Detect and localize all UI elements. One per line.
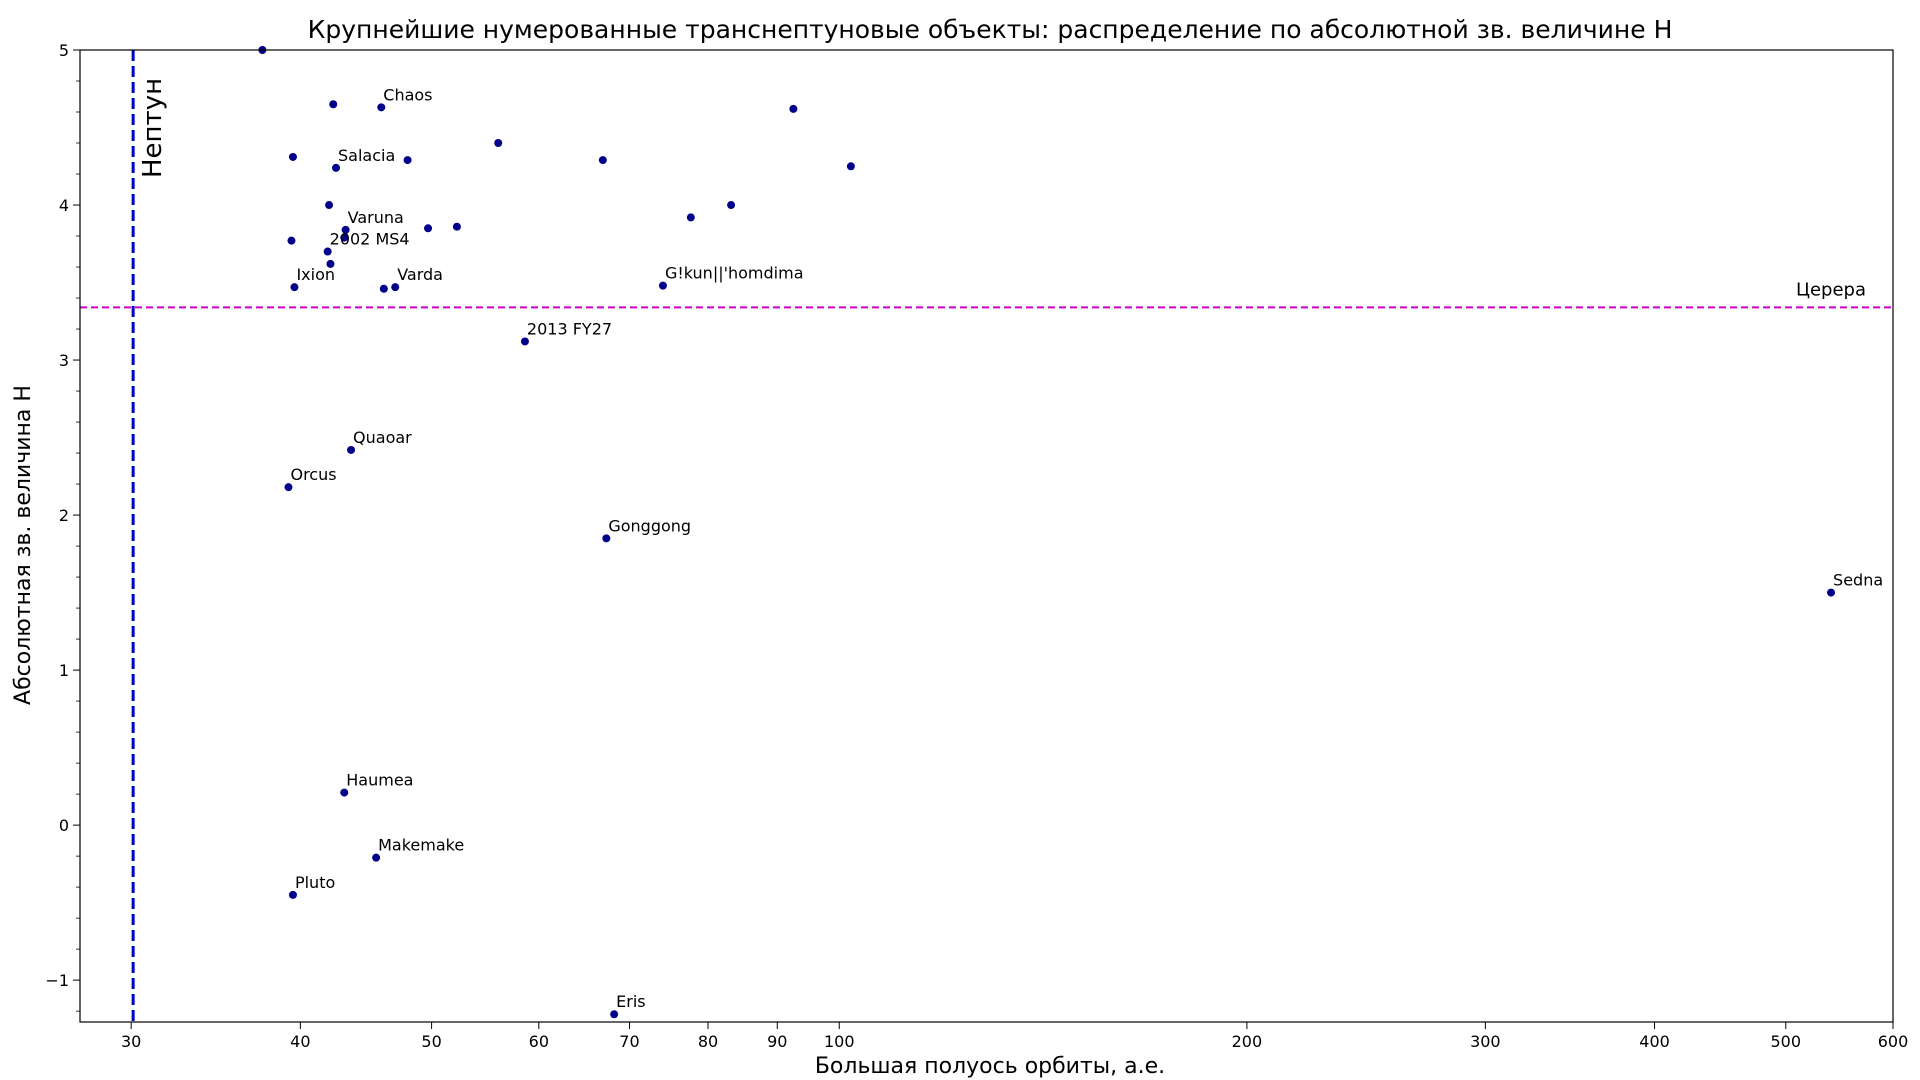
data-point-label: Eris [616,992,645,1011]
data-point [424,224,433,233]
plot-area: Нептун Церера Chaos Salacia Varuna 2002 MS4 Ix… [80,46,1893,1022]
neptune-reference-label: Нептун [138,78,168,178]
data-point [686,213,695,222]
x-tick-label: 80 [698,1032,718,1051]
data-point-label: Varuna [348,208,404,227]
x-tick-label: 300 [1470,1032,1501,1051]
data-point [846,162,855,171]
data-point [789,104,798,113]
data-point [284,483,293,492]
data-point [727,201,736,210]
data-point [1827,588,1836,597]
x-tick-label: 50 [421,1032,441,1051]
data-point-label: Gonggong [608,516,691,535]
y-axis-label: Абсолютная зв. величина H [11,385,36,705]
data-point-label: G!kun||'homdima [665,264,804,283]
data-point-label: Varda [397,265,443,284]
y-tick-label: 3 [59,351,69,370]
data-point [326,259,335,268]
data-point [372,853,381,862]
data-point-label: Ixion [296,265,335,284]
data-point [377,103,386,112]
data-point [340,788,349,797]
y-tick-label: 1 [59,661,69,680]
data-point [341,225,350,234]
data-point [290,283,299,292]
data-point-label: Sedna [1833,571,1883,590]
plot-frame [79,49,1894,1023]
data-point-label: Chaos [383,85,432,104]
data-point-label: 2002 MS4 [330,230,410,249]
y-tick-label: 2 [59,506,69,525]
x-tick-label: 100 [824,1032,855,1051]
x-tick-label: 70 [619,1032,639,1051]
data-point-label: Haumea [346,771,413,790]
x-tick-label: 600 [1878,1032,1909,1051]
data-point [610,1010,619,1019]
y-tick-label: 5 [59,41,69,60]
x-tick-label: 40 [290,1032,310,1051]
data-point [403,156,412,165]
data-point [332,163,341,172]
data-point [340,233,349,242]
data-point-label: Orcus [290,465,336,484]
x-tick-label: 500 [1771,1032,1802,1051]
chart-title: Крупнейшие нумерованные транснептуновые … [308,15,1673,44]
data-point [288,890,297,899]
data-point-label: Makemake [378,836,464,855]
data-point [325,201,334,210]
data-point-label: Quaoar [353,428,412,447]
data-point [391,283,400,292]
data-point [520,337,529,346]
y-tick-label: 4 [59,196,69,215]
data-point-label: Pluto [295,873,335,892]
x-tick-label: 90 [767,1032,787,1051]
data-point [452,222,461,231]
data-point-label: 2013 FY27 [527,319,612,338]
data-point [658,281,667,290]
ceres-reference-label: Церера [1796,279,1866,300]
x-tick-label: 200 [1232,1032,1263,1051]
y-tick-label: −1 [45,971,69,990]
data-point-label: Salacia [338,146,395,165]
y-tick-label: 0 [59,816,69,835]
y-axis: −1 0 1 2 3 4 5 [45,41,80,1012]
data-point [323,247,332,256]
data-point [494,139,503,148]
x-tick-label: 400 [1639,1032,1670,1051]
x-tick-label: 60 [529,1032,549,1051]
data-point [598,156,607,165]
data-point [288,152,297,161]
x-axis: 30 40 50 60 70 80 90 100 200 300 400 500 600 [121,1022,1908,1051]
data-point [329,100,338,109]
data-point [379,284,388,293]
x-tick-label: 30 [121,1032,141,1051]
data-point [347,445,356,454]
x-axis-label: Большая полуось орбиты, а.е. [815,1054,1165,1079]
data-point [287,236,296,245]
data-point [602,534,611,543]
